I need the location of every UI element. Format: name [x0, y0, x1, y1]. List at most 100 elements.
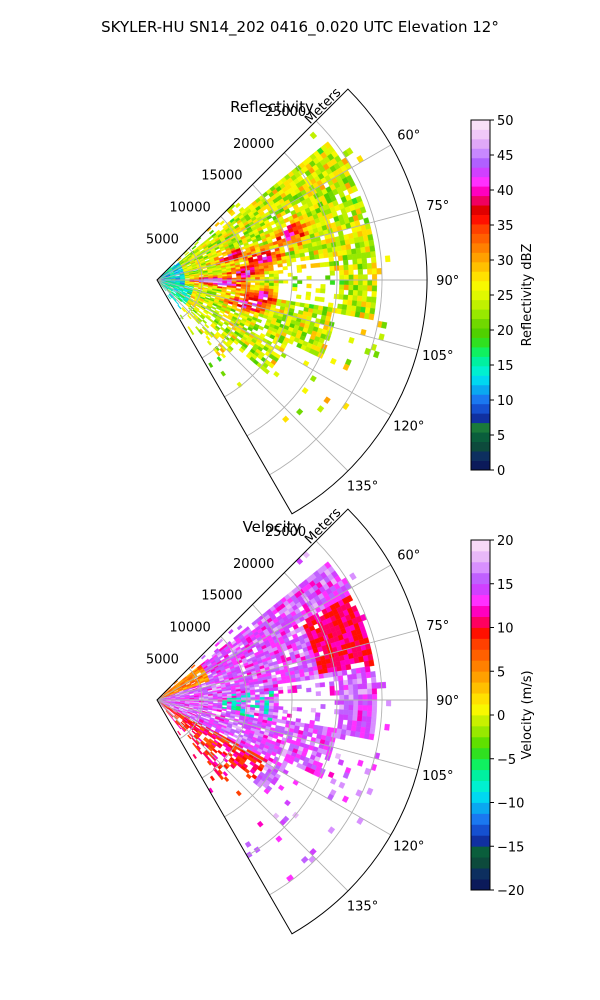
radar-gate [273, 279, 279, 284]
radar-gate [214, 221, 220, 227]
radar-gate [264, 705, 270, 709]
radar-gate [181, 727, 186, 733]
radar-gate [367, 699, 373, 706]
radar-gate [357, 710, 363, 717]
radar-gate [236, 624, 243, 631]
colorbar-swatch [471, 693, 490, 705]
radar-gate [350, 668, 357, 675]
azimuth-tick-label: 90° [436, 274, 459, 289]
colorbar-tick-label: 45 [497, 149, 514, 164]
colorbar-label: Reflectivity dBZ [520, 244, 535, 347]
radar-gate [268, 690, 274, 695]
colorbar-swatch [471, 403, 490, 414]
colorbar-swatch [471, 290, 490, 301]
radar-gate [370, 716, 377, 724]
radar-gate [368, 659, 375, 667]
colorbar-swatch [471, 413, 490, 424]
radar-gate [300, 855, 309, 864]
colorbar-swatch [471, 682, 490, 694]
radar-gate [299, 722, 306, 728]
radar-gate [355, 247, 362, 254]
colorbar-tick-label: 35 [497, 219, 514, 234]
radar-gate [315, 288, 321, 294]
radar-gate [282, 415, 290, 423]
radar-gate [226, 275, 233, 279]
radar-gate [282, 709, 288, 714]
radar-gate [370, 302, 376, 309]
radar-gate [348, 699, 354, 706]
radar-gate [250, 274, 256, 278]
radar-gate [320, 284, 326, 289]
radar-gate [234, 202, 241, 209]
radar-gate [212, 276, 218, 279]
radar-gate [297, 279, 303, 284]
colorbar-tick-label: 50 [497, 114, 514, 129]
radar-gate [228, 628, 234, 635]
radar-gate [259, 694, 265, 698]
radar-gate [362, 279, 368, 286]
colorbar-swatch [471, 715, 490, 727]
radar-gate [350, 725, 357, 732]
radar-gate [269, 693, 275, 698]
radar-gate [356, 258, 363, 265]
azimuth-tick-label: 75° [426, 619, 449, 634]
radar-gate [341, 249, 348, 256]
radar-gate [351, 253, 358, 260]
radar-gate [350, 248, 357, 255]
colorbar-swatch [471, 129, 490, 140]
radar-gate [370, 296, 377, 304]
radar-gate [198, 749, 203, 755]
radar-gate [348, 336, 355, 344]
radar-gate [221, 708, 227, 712]
radar-gate [361, 715, 368, 723]
radar-gate [352, 295, 358, 302]
radar-gate [282, 266, 288, 271]
radar-gate [299, 302, 306, 308]
radar-gate [177, 730, 182, 736]
radar-gate [356, 300, 362, 308]
radar-gate [328, 256, 335, 263]
radar-gate [371, 262, 377, 269]
radar-gate [329, 777, 337, 785]
radar-gate [319, 296, 325, 303]
radar-gate [366, 296, 372, 303]
colorbar-swatch [471, 594, 490, 607]
radar-gate [360, 672, 367, 679]
radar-gate [372, 274, 378, 281]
radar-gate [353, 704, 359, 711]
radar-gate [203, 284, 209, 287]
radar-gate [352, 678, 358, 685]
radar-gate [306, 283, 312, 289]
radar-gate [342, 299, 348, 306]
radar-gate [184, 251, 190, 256]
radar-gate [281, 259, 288, 264]
radar-gate [306, 687, 312, 693]
radar-gate [226, 287, 232, 290]
radar-gate [207, 311, 214, 316]
colorbar-swatch [471, 747, 490, 760]
radar-gate [338, 294, 344, 300]
radar-gate [222, 276, 228, 279]
radial-tick-label: 20000 [233, 557, 274, 572]
radar-gate [327, 667, 333, 674]
radar-gate [358, 699, 364, 706]
radar-gate [263, 688, 270, 692]
radar-gate [264, 285, 270, 289]
colorbar-swatch [471, 148, 490, 159]
colorbar-swatch [471, 271, 490, 282]
radar-gate [351, 185, 359, 193]
colorbar-swatch [471, 451, 490, 461]
radar-gate [269, 702, 275, 707]
radar-gate [353, 689, 359, 696]
radar-gate [365, 721, 372, 729]
radar-gate [366, 228, 373, 236]
radar-gate [277, 784, 285, 791]
radar-gate [327, 252, 334, 258]
radar-gate [334, 752, 342, 760]
radar-gate [367, 705, 373, 712]
radar-gate [361, 677, 368, 685]
radar-gate [338, 714, 344, 720]
radar-field [157, 131, 391, 423]
radar-gate [281, 719, 287, 725]
radar-gate [356, 252, 362, 260]
